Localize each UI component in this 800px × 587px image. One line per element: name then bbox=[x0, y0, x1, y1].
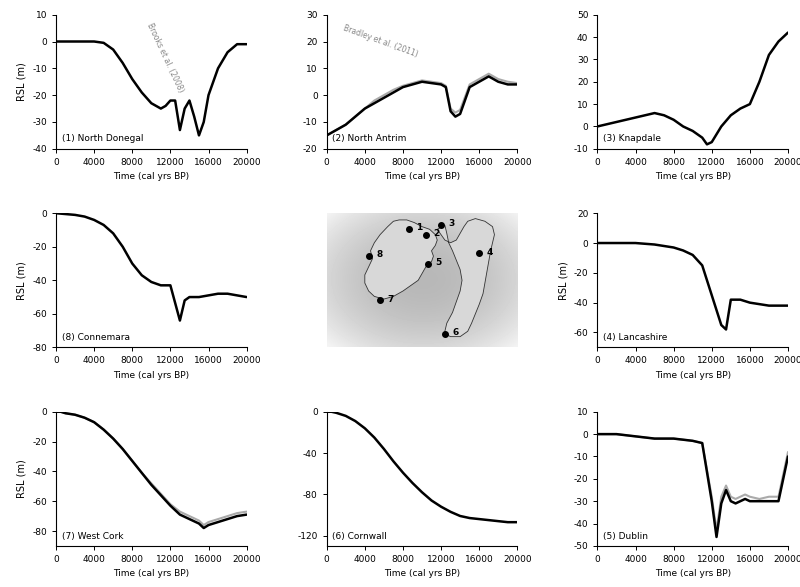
X-axis label: Time (cal yrs BP): Time (cal yrs BP) bbox=[114, 173, 190, 181]
Text: 2: 2 bbox=[434, 229, 440, 238]
Text: 6: 6 bbox=[453, 328, 458, 337]
Y-axis label: RSL (m): RSL (m) bbox=[17, 261, 26, 300]
Y-axis label: RSL (m): RSL (m) bbox=[17, 460, 26, 498]
Text: (4) Lancashire: (4) Lancashire bbox=[603, 333, 667, 342]
X-axis label: Time (cal yrs BP): Time (cal yrs BP) bbox=[654, 569, 730, 579]
X-axis label: Time (cal yrs BP): Time (cal yrs BP) bbox=[654, 371, 730, 380]
Text: (3) Knapdale: (3) Knapdale bbox=[603, 134, 661, 143]
Y-axis label: RSL (m): RSL (m) bbox=[558, 261, 568, 300]
Text: Bradley et al. (2011): Bradley et al. (2011) bbox=[342, 24, 418, 59]
X-axis label: Time (cal yrs BP): Time (cal yrs BP) bbox=[114, 371, 190, 380]
Text: (2) North Antrim: (2) North Antrim bbox=[333, 134, 406, 143]
Text: 4: 4 bbox=[487, 248, 493, 257]
Text: Brooks et al. (2008): Brooks et al. (2008) bbox=[145, 22, 185, 94]
Text: (6) Cornwall: (6) Cornwall bbox=[333, 532, 387, 541]
Text: (1) North Donegal: (1) North Donegal bbox=[62, 134, 143, 143]
Polygon shape bbox=[365, 220, 438, 299]
X-axis label: Time (cal yrs BP): Time (cal yrs BP) bbox=[384, 569, 460, 579]
Text: 1: 1 bbox=[416, 224, 422, 232]
X-axis label: Time (cal yrs BP): Time (cal yrs BP) bbox=[654, 173, 730, 181]
Text: 7: 7 bbox=[388, 295, 394, 303]
Text: 3: 3 bbox=[449, 220, 455, 228]
Text: (8) Connemara: (8) Connemara bbox=[62, 333, 130, 342]
Y-axis label: RSL (m): RSL (m) bbox=[17, 62, 26, 101]
Text: (7) West Cork: (7) West Cork bbox=[62, 532, 123, 541]
Text: (5) Dublin: (5) Dublin bbox=[603, 532, 648, 541]
Polygon shape bbox=[438, 218, 494, 336]
Text: 8: 8 bbox=[376, 250, 382, 259]
Text: 5: 5 bbox=[435, 258, 442, 267]
X-axis label: Time (cal yrs BP): Time (cal yrs BP) bbox=[114, 569, 190, 579]
X-axis label: Time (cal yrs BP): Time (cal yrs BP) bbox=[384, 173, 460, 181]
